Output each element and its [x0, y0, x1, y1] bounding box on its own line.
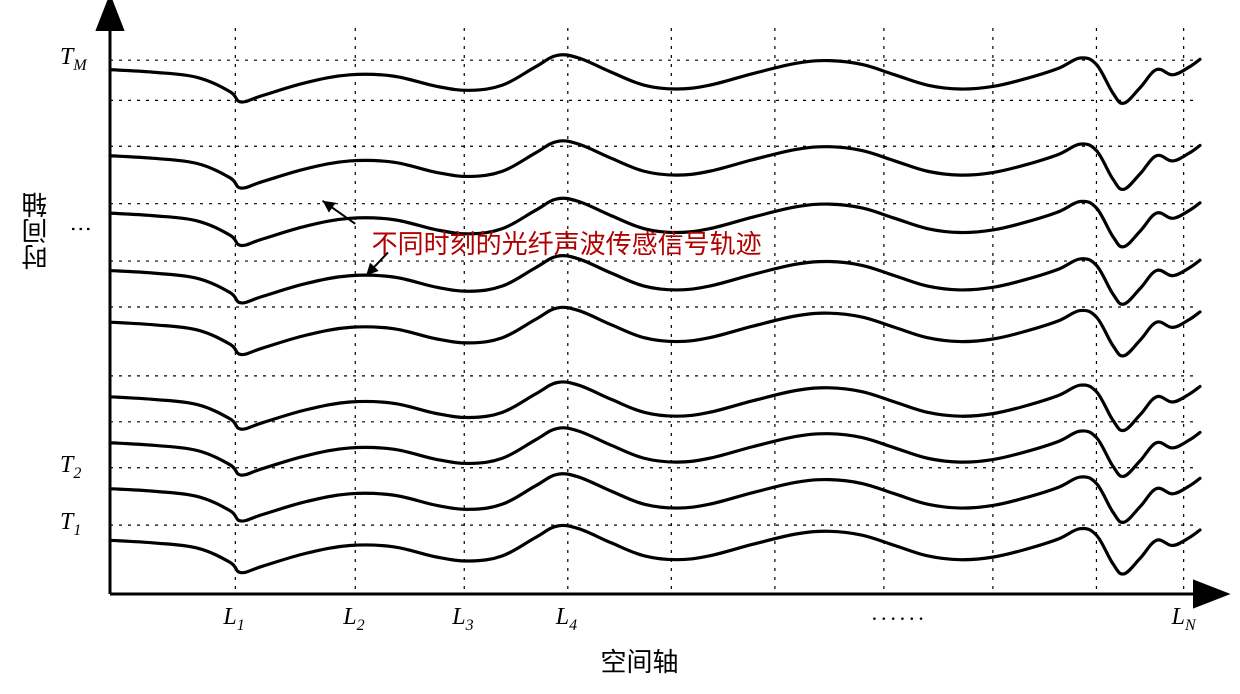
y-tick-label: T2	[60, 452, 81, 483]
wave-trace	[110, 141, 1200, 190]
x-axis-label: 空间轴	[601, 642, 679, 679]
wave-trace	[110, 428, 1200, 477]
x-tick-label: LN	[1172, 604, 1196, 635]
chart-container: 时间轴 空间轴 L1 L2 L3 L4 LN T1 T2 TM ⋮ ······ 不同时刻的…	[0, 0, 1240, 694]
y-axis-label: 时间轴	[18, 192, 55, 270]
wave-trace	[110, 474, 1200, 523]
waveform-chart	[0, 0, 1240, 694]
trace-annotation: 不同时刻的光纤声波传感信号轨迹	[372, 224, 762, 261]
x-tick-label: L1	[223, 604, 244, 635]
wave-traces	[110, 55, 1200, 574]
y-tick-label: TM	[60, 44, 87, 75]
wave-trace	[110, 382, 1200, 431]
wave-trace	[110, 256, 1200, 305]
x-tick-label: L3	[452, 604, 473, 635]
wave-trace	[110, 55, 1200, 104]
wave-trace	[110, 525, 1200, 574]
grid	[110, 28, 1194, 594]
y-tick-label: T1	[60, 509, 81, 540]
y-axis-ellipsis: ⋮	[68, 218, 94, 242]
x-tick-label: L2	[343, 604, 364, 635]
wave-trace	[110, 307, 1200, 356]
x-axis-ellipsis: ······	[871, 606, 927, 632]
x-tick-label: L4	[556, 604, 577, 635]
